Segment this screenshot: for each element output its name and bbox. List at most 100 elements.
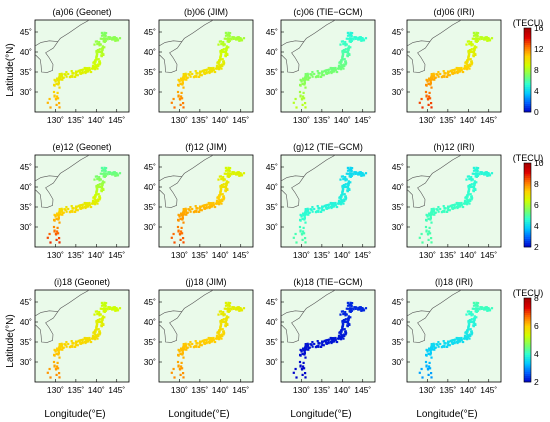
station-marker [207,340,210,343]
station-marker [231,306,234,309]
station-marker [347,183,350,186]
station-marker [467,328,470,331]
station-marker [87,340,90,343]
station-marker [316,205,319,208]
station-marker [466,198,469,201]
station-marker [76,209,79,212]
station-marker [217,313,220,316]
station-marker [56,214,59,217]
station-marker [302,91,305,94]
colorbar-segment [524,181,531,185]
colorbar-segment [524,238,531,241]
map-panel-3: (c)06 (TIE−GCM)45˚40˚35˚30˚130˚ 135˚ 140˚ 1… [266,7,376,125]
station-marker [311,75,314,78]
station-marker [317,71,320,75]
station-marker [94,338,97,341]
station-marker [235,38,238,41]
y-axis-label-row-3: Latitude(°N) [5,314,16,367]
station-marker [199,72,202,75]
station-marker [87,70,90,73]
map-panel-8: (h)12 (IRI)45˚40˚35˚30˚130˚ 135˚ 140˚ 145˚ [392,142,502,260]
station-marker [225,321,228,324]
colorbar-segment [524,167,531,170]
station-marker [325,207,328,210]
station-marker [437,206,440,209]
station-marker [430,221,433,224]
station-marker [429,82,432,85]
station-marker [466,175,469,178]
station-marker [103,166,106,169]
station-marker [346,324,349,328]
station-marker [468,337,471,340]
panel-title: (f)12 (JIM) [185,142,227,152]
station-marker [340,66,343,69]
station-marker [467,52,470,55]
station-marker [79,207,82,210]
station-marker [347,318,350,321]
station-marker [186,211,189,214]
station-marker [65,71,68,74]
station-marker [181,80,184,83]
station-marker [212,68,215,71]
station-marker [342,202,345,205]
station-marker [62,76,65,79]
station-marker [72,72,75,75]
station-marker [100,169,104,172]
station-marker [236,173,239,176]
station-marker [98,179,101,182]
station-marker [358,308,361,311]
y-tick-label: 35˚ [392,337,404,347]
station-marker [357,308,360,311]
map-background [158,19,254,113]
colorbar-segment [524,38,531,41]
station-marker [304,343,307,346]
station-marker [336,67,339,70]
colorbar-segment [524,67,531,71]
station-marker [177,354,180,357]
colorbar-segment [524,74,531,77]
station-marker [232,37,235,40]
colorbar-segment [524,371,531,374]
station-marker [353,306,356,309]
station-marker [58,210,62,213]
station-marker [225,172,228,175]
station-marker [182,106,185,109]
station-marker [331,340,334,343]
station-marker [472,169,476,172]
station-marker [206,203,209,206]
station-marker [428,347,431,350]
station-marker [53,354,56,357]
station-marker [463,199,467,202]
station-marker [208,71,211,75]
station-marker [454,338,457,341]
station-marker [434,211,437,214]
station-marker [178,214,181,217]
station-marker [59,77,62,80]
station-marker [67,207,70,211]
station-marker [304,73,307,76]
station-marker [182,221,185,224]
station-marker [302,226,305,229]
station-marker [451,72,454,75]
station-marker [199,70,202,73]
station-marker [321,73,324,77]
station-marker [88,68,91,71]
station-marker [342,185,345,188]
colorbar-segment [524,228,531,231]
station-marker [203,69,206,72]
station-marker [62,211,65,214]
station-marker [342,313,345,316]
station-marker [476,172,479,175]
station-marker [235,173,238,176]
station-marker [325,339,328,342]
station-marker [222,42,225,46]
station-marker [97,198,100,201]
station-marker [458,202,461,205]
station-marker [57,232,60,235]
station-marker [222,314,225,317]
station-marker [113,307,116,310]
station-marker [426,349,429,352]
y-tick-label: 30˚ [20,87,32,97]
y-tick-label: 45˚ [392,27,404,37]
station-marker [224,34,228,37]
